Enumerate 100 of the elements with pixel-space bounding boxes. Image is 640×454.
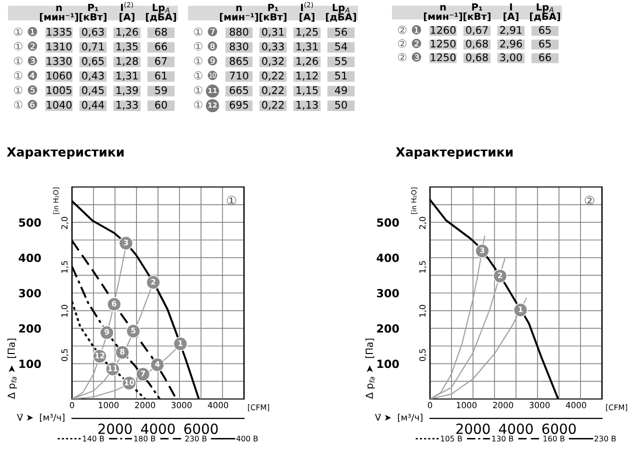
text: 710 — [230, 72, 248, 80]
text: 54 — [335, 42, 348, 50]
text: 830 — [230, 42, 248, 50]
text: 65 — [539, 26, 551, 34]
text: 1,28 — [116, 57, 138, 66]
text: 0,45 — [82, 86, 104, 96]
text: 60 — [155, 100, 167, 109]
x-tick-label: 6000 — [542, 424, 576, 434]
x2-tick-label: 3000 — [530, 402, 550, 408]
text: 1,26 — [296, 57, 318, 66]
x-tick-label: 6000 — [184, 424, 218, 434]
text: 50 — [335, 100, 347, 109]
text: 1,33 — [116, 100, 138, 110]
category-label: ① ❶ — [14, 26, 38, 36]
category-label: ① ❸ — [14, 56, 38, 66]
text: 865 — [230, 57, 248, 65]
category-label: ① ❷ — [14, 42, 38, 51]
chart-title: Характеристики — [396, 147, 513, 160]
category-label: ② ❸ — [398, 52, 422, 62]
category-label: ② ❷ — [398, 38, 422, 48]
x2-tick-label: 0 — [70, 402, 74, 408]
y2-tick-label: 0,5 — [419, 349, 426, 362]
y-tick-label: 100 — [20, 360, 41, 368]
x-tick-label: 4000 — [499, 424, 533, 434]
category-label: P₁ [кВт] — [260, 4, 286, 22]
text: 0,31 — [262, 28, 284, 37]
category-label: P₁ [кВт] — [464, 3, 490, 22]
x-tick-label: 2000 — [98, 424, 132, 434]
y-axis-title: Δ p$_{fa}$ ➤ [Па] — [7, 338, 17, 399]
x2-tick-label: 2000 — [135, 402, 156, 408]
text: 1,39 — [116, 86, 138, 96]
text: 1,12 — [296, 72, 318, 81]
y-tick-label: 300 — [18, 288, 41, 298]
text: 1310 — [46, 42, 72, 50]
x2-tick-label: 4000 — [566, 402, 586, 408]
category-label: ① ❹ — [14, 70, 38, 80]
category-label: ① ❺ — [14, 85, 38, 95]
text: 59 — [155, 86, 167, 94]
text: 1005 — [46, 86, 72, 94]
text: 695 — [230, 100, 248, 109]
text: 1,13 — [296, 100, 318, 110]
category-label: ② ❶ — [398, 25, 422, 34]
text: 0,43 — [82, 72, 104, 81]
text: 1250 — [430, 40, 456, 48]
category-label: ① ❻ — [14, 100, 38, 110]
y-tick-label: 100 — [378, 360, 399, 368]
text: 0,67 — [466, 26, 488, 35]
y2-tick-label: 0,5 — [61, 349, 68, 362]
text: 56 — [335, 28, 347, 36]
y-tick-label: 300 — [376, 288, 399, 298]
text: 49 — [334, 86, 347, 94]
text: 51 — [335, 72, 347, 80]
text: 68 — [155, 28, 167, 36]
text: 1330 — [46, 57, 72, 65]
y2-tick-label: 1,0 — [419, 304, 426, 317]
x-tick-label: 4000 — [141, 424, 175, 434]
y2-tick-label: 2,0 — [61, 216, 68, 230]
x2-tick-label: 1000 — [456, 402, 477, 408]
text: 0,68 — [466, 40, 488, 49]
text: 0,68 — [466, 53, 488, 62]
text: 1,25 — [296, 28, 318, 37]
text: 1,15 — [296, 86, 318, 96]
text: 65 — [539, 40, 551, 48]
text: 0,71 — [82, 42, 104, 52]
y2-tick-label: 1,5 — [61, 261, 68, 273]
x2-tick-label: 0 — [428, 402, 432, 408]
text: 55 — [335, 57, 347, 65]
text: 2,96 — [500, 40, 522, 49]
category-label: n [мин⁻¹] — [40, 6, 78, 22]
text: 880 — [230, 28, 248, 36]
y-tick-label: 500 — [19, 218, 41, 227]
category-label: Lp$_{A}$ [дБА] — [326, 4, 356, 22]
category-label: ① ❼ — [194, 26, 218, 36]
y-tick-label: 400 — [18, 254, 41, 262]
text: 67 — [155, 57, 167, 65]
text: 1040 — [46, 100, 72, 109]
y-tick-label: 400 — [376, 254, 399, 262]
annotation: ① — [226, 196, 236, 206]
x2-tick-label: 4000 — [208, 402, 228, 408]
category-label: Lp$_{A}$ [дБА] — [146, 4, 176, 22]
text: 66 — [539, 53, 551, 62]
category-label: ① ❾ — [194, 56, 218, 66]
text: 0,22 — [262, 100, 284, 110]
category-label: ① ❿ — [194, 70, 218, 80]
x-axis-title: V̇ ➤ [м³/ч] — [16, 414, 64, 422]
text: 1250 — [430, 53, 456, 62]
x2-tick-label: 3000 — [172, 402, 192, 408]
text: 1335 — [46, 28, 72, 36]
text: 61 — [155, 72, 167, 80]
text: 1060 — [46, 72, 72, 80]
y-tick-label: 200 — [19, 324, 41, 333]
text: 0,33 — [262, 42, 284, 52]
text: 0,63 — [82, 28, 104, 37]
category-label: n [мин⁻¹] — [220, 6, 258, 22]
category-label: Lp$_{A}$ [дБА] — [530, 3, 560, 22]
x-tick-label: 2000 — [456, 424, 490, 434]
category-label: P₁ [кВт] — [80, 4, 106, 22]
category-label: n [мин⁻¹] — [424, 5, 462, 22]
category-label: I [A] — [504, 3, 518, 22]
text: 0,22 — [262, 72, 284, 81]
